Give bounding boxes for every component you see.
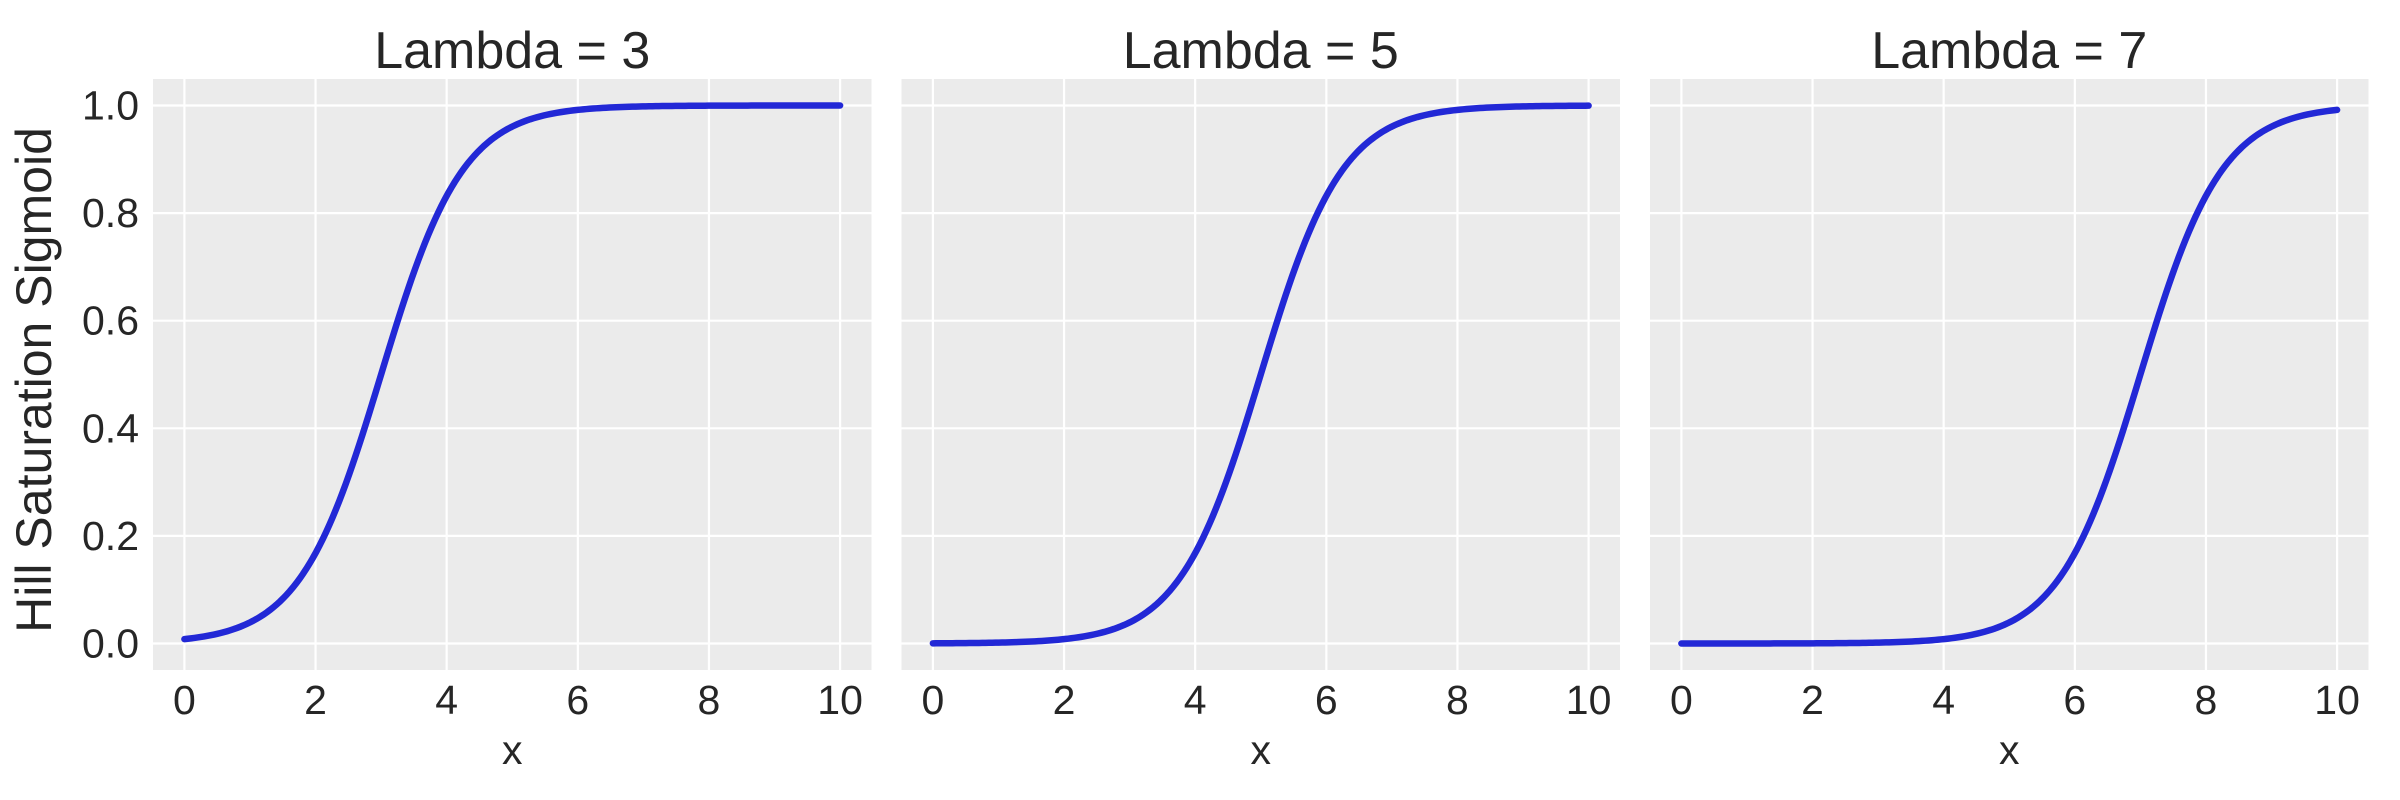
svg-text:Lambda = 7: Lambda = 7 [1871, 22, 2147, 80]
svg-text:x: x [1999, 727, 2020, 773]
svg-text:6: 6 [1315, 677, 1338, 723]
svg-text:4: 4 [1932, 677, 1955, 723]
svg-text:x: x [502, 727, 523, 773]
svg-text:0.2: 0.2 [82, 513, 139, 559]
svg-text:2: 2 [304, 677, 327, 723]
svg-text:1.0: 1.0 [82, 83, 139, 129]
svg-text:0.6: 0.6 [82, 298, 139, 344]
svg-text:4: 4 [1184, 677, 1207, 723]
svg-text:0.4: 0.4 [82, 405, 139, 451]
svg-text:Lambda = 3: Lambda = 3 [374, 22, 650, 80]
svg-text:8: 8 [1446, 677, 1469, 723]
svg-text:0: 0 [1670, 677, 1693, 723]
svg-text:0.0: 0.0 [82, 621, 139, 667]
svg-text:2: 2 [1801, 677, 1824, 723]
svg-text:Lambda = 5: Lambda = 5 [1123, 22, 1399, 80]
svg-text:6: 6 [2063, 677, 2086, 723]
svg-text:x: x [1251, 727, 1272, 773]
svg-text:10: 10 [817, 677, 863, 723]
svg-text:8: 8 [698, 677, 721, 723]
svg-text:0.8: 0.8 [82, 190, 139, 236]
svg-text:8: 8 [2195, 677, 2218, 723]
svg-text:4: 4 [435, 677, 458, 723]
svg-text:0: 0 [173, 677, 196, 723]
svg-text:2: 2 [1053, 677, 1076, 723]
svg-text:10: 10 [2314, 677, 2360, 723]
svg-text:0: 0 [921, 677, 944, 723]
svg-text:6: 6 [566, 677, 589, 723]
svg-text:10: 10 [1566, 677, 1612, 723]
